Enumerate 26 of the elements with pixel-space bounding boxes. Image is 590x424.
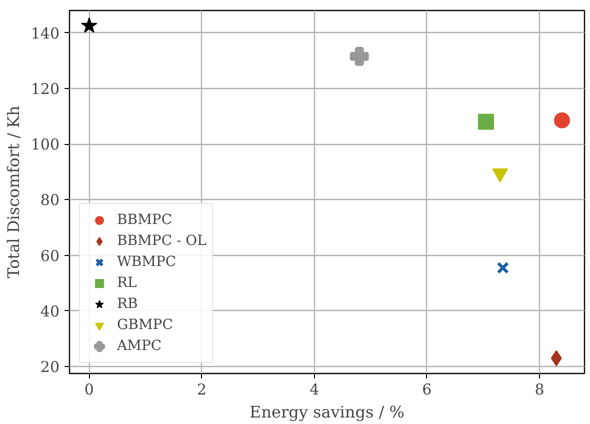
x-tick-label: 8 — [534, 380, 544, 398]
y-tick-label: 20 — [40, 358, 60, 376]
x-tick-label: 6 — [422, 380, 432, 398]
x-tick-label: 4 — [310, 380, 320, 398]
point — [496, 262, 509, 274]
y-tick-label: 60 — [40, 246, 60, 265]
y-tick-label: 120 — [30, 80, 60, 98]
y-tick-label: 140 — [30, 24, 60, 42]
point — [81, 17, 98, 33]
legend-label: GBMPC — [117, 316, 173, 335]
legend-label: BBMPC — [117, 211, 172, 230]
point — [478, 114, 494, 130]
x-tick-label: 0 — [84, 380, 94, 398]
x-tick-label: 2 — [196, 380, 207, 398]
legend-label: AMPC — [117, 337, 162, 356]
y-tick-label: 80 — [40, 191, 60, 210]
legend-label: BBMPC - OL — [117, 232, 206, 251]
legend-label: WBMPC — [117, 253, 176, 272]
point — [350, 46, 369, 66]
y-tick-label: 40 — [40, 302, 60, 320]
y-tick-label: 100 — [30, 136, 60, 154]
legend-label: RL — [117, 274, 137, 293]
point — [554, 112, 570, 128]
legend-label: RB — [117, 295, 138, 314]
x-axis-title: Energy savings / % — [250, 402, 404, 422]
y-axis-title: Total Discomfort / Kh — [4, 106, 23, 278]
